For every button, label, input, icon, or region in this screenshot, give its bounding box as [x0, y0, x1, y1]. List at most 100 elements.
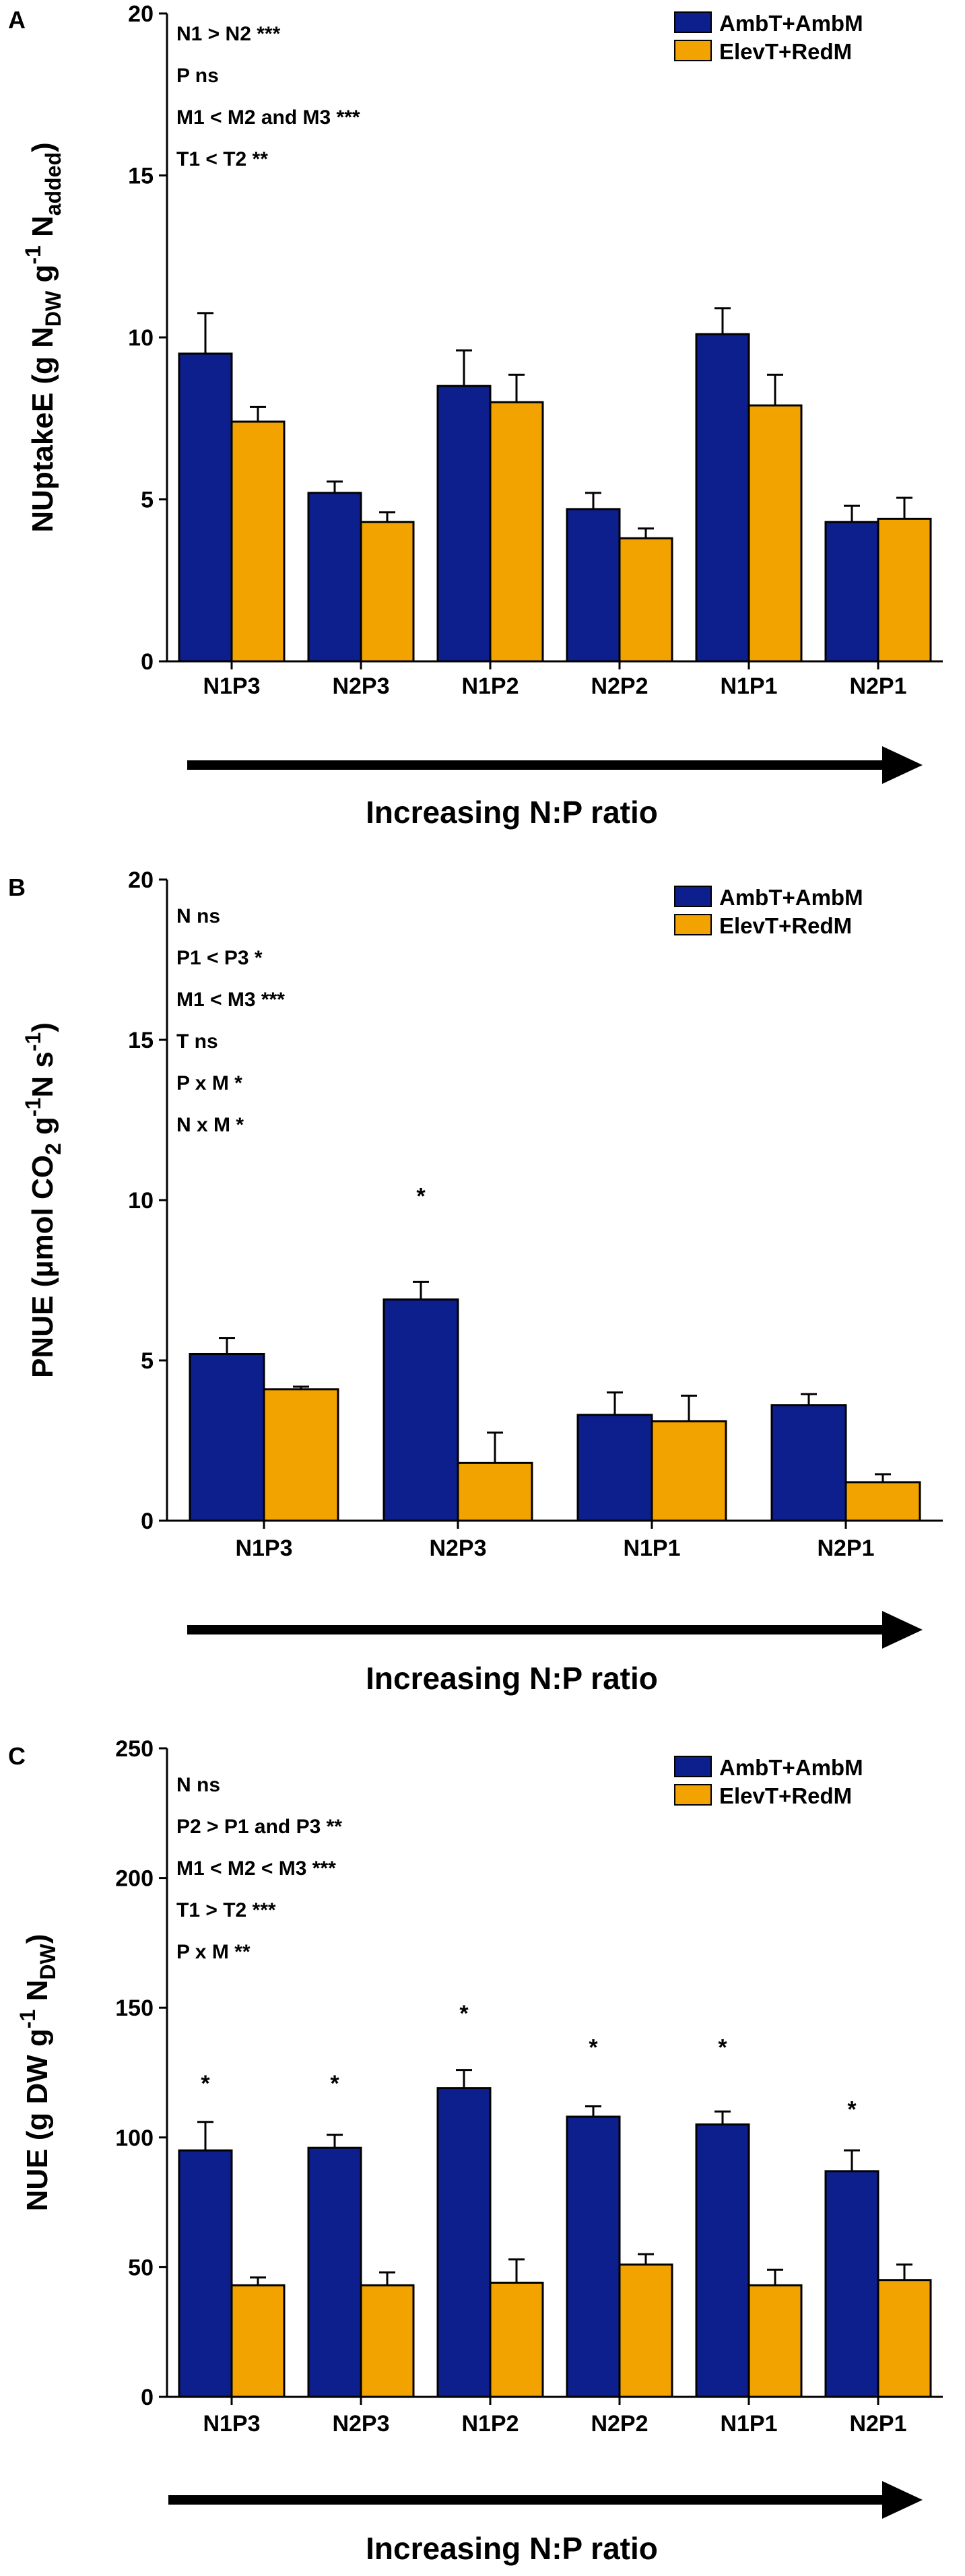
significance-mark: * [589, 2035, 598, 2060]
x-tick-label: N2P1 [849, 673, 906, 699]
y-axis-label-mid2: N s [26, 1051, 59, 1097]
y-axis-label-sup2: -1 [21, 1032, 45, 1051]
y-tick-label: 20 [128, 1, 154, 27]
bar [877, 2279, 932, 2398]
bar [877, 517, 932, 663]
significance-mark: * [459, 2001, 469, 2026]
legend-label: ElevT+RedM [719, 913, 852, 938]
legend-swatch [674, 11, 712, 33]
significance-mark: * [847, 2097, 857, 2123]
x-tick-label: N2P3 [429, 1535, 486, 1561]
legend-label: AmbT+AmbM [719, 885, 863, 910]
y-axis-label-sub1: 2 [41, 1143, 65, 1155]
legend-swatch [674, 1756, 712, 1777]
bar [489, 2282, 544, 2398]
panel-letter: C [8, 1742, 26, 1770]
bar [457, 1461, 533, 1522]
x-tick-label: N2P1 [849, 2411, 906, 2437]
stats-line: T1 < T2 ** [176, 148, 268, 170]
x-tick-label: N2P3 [332, 673, 389, 699]
significance-mark: * [718, 2035, 727, 2060]
y-axis-label-end: ) [21, 1934, 54, 1944]
stats-line: P1 < P3 * [176, 947, 263, 969]
bar [436, 2087, 492, 2398]
legend-label: AmbT+AmbM [719, 1755, 863, 1780]
bar [695, 2123, 750, 2398]
stats-line: N ns [176, 1774, 220, 1796]
bar [770, 1404, 847, 1522]
bar [824, 521, 879, 663]
bar [263, 1388, 339, 1522]
y-axis-label-sub2: DW [36, 1944, 60, 1980]
y-tick-label: 10 [128, 325, 154, 351]
bar [824, 2170, 879, 2398]
arrow-head [882, 746, 923, 784]
stats-line: P x M * [176, 1072, 242, 1094]
bar [489, 401, 544, 663]
x-tick-label: N2P1 [817, 1535, 874, 1561]
y-axis-label-mid2: N [21, 1980, 54, 2010]
y-axis-label-mid2: N [26, 216, 59, 245]
y-tick-label: 50 [128, 2255, 154, 2280]
legend-label: ElevT+RedM [719, 39, 852, 64]
y-tick-label: 5 [141, 1348, 154, 1374]
bar [844, 1481, 921, 1522]
significance-mark: * [201, 2071, 210, 2096]
legend-label: AmbT+AmbM [719, 11, 863, 36]
x-tick-label: N2P2 [591, 673, 648, 699]
stats-line: N ns [176, 905, 220, 927]
bar [747, 404, 803, 663]
y-axis-label: NUE (g DW g-1 NDW) [15, 1934, 60, 2212]
x-tick-label: N1P1 [623, 1535, 680, 1561]
y-axis-label-main: NUptakeE (g N [26, 327, 59, 533]
bar [307, 2146, 362, 2398]
bar [618, 2264, 673, 2398]
bar [566, 508, 621, 663]
x-tick-label: N1P1 [720, 2411, 777, 2437]
y-axis-label-main: NUE (g DW g [21, 2028, 54, 2211]
panel-letter: B [8, 873, 26, 901]
stats-line: M1 < M3 *** [176, 989, 285, 1011]
x-tick-label: N1P3 [203, 673, 260, 699]
x-tick-label: N1P3 [203, 2411, 260, 2437]
y-tick-label: 200 [115, 1866, 154, 1892]
arrow-label: Increasing N:P ratio [366, 795, 658, 830]
stats-line: P ns [176, 65, 219, 87]
legend-swatch [674, 1784, 712, 1806]
bar [178, 2149, 233, 2398]
y-axis-label: PNUE (µmol CO2 g-1N s-1) [21, 1022, 65, 1378]
y-axis-label-end: ) [26, 1022, 59, 1032]
stats-line: M1 < M2 < M3 *** [176, 1857, 336, 1880]
arrow-head [882, 2481, 923, 2519]
y-axis-label-sub2: added [41, 152, 65, 216]
stats-line: N1 > N2 *** [176, 23, 281, 45]
y-axis-label-mid: g [26, 265, 59, 291]
bar [382, 1298, 459, 1522]
arrow-head [882, 1611, 923, 1649]
x-tick-label: N2P3 [332, 2411, 389, 2437]
panel-c: C 0 50 100 150 200 250 NUE (g DW g-1 NDW) N1P3 N2… [8, 1736, 943, 2566]
legend-label: ElevT+RedM [719, 1783, 852, 1808]
y-tick-label: 100 [115, 2125, 154, 2151]
bar [189, 1352, 265, 1522]
y-axis-label-sup: -1 [15, 2010, 40, 2028]
x-tick-label: N1P1 [720, 673, 777, 699]
bar [651, 1420, 727, 1522]
bar [618, 537, 673, 663]
stats-line: T1 > T2 *** [176, 1899, 276, 1921]
bar [436, 385, 492, 663]
y-tick-label: 0 [141, 649, 154, 675]
stats-line: P x M ** [176, 1941, 251, 1963]
panel-letter: A [8, 6, 26, 34]
bar [695, 333, 750, 663]
x-tick-label: N1P3 [235, 1535, 292, 1561]
bar [360, 521, 415, 663]
bar [230, 2284, 286, 2398]
bar [566, 2115, 621, 2398]
y-axis-label: NUptakeE (g NDW g-1 Nadded) [21, 142, 65, 532]
x-tick-label: N1P2 [461, 673, 519, 699]
y-axis-label-main: PNUE (µmol CO [26, 1155, 59, 1378]
y-tick-label: 15 [128, 1028, 154, 1053]
